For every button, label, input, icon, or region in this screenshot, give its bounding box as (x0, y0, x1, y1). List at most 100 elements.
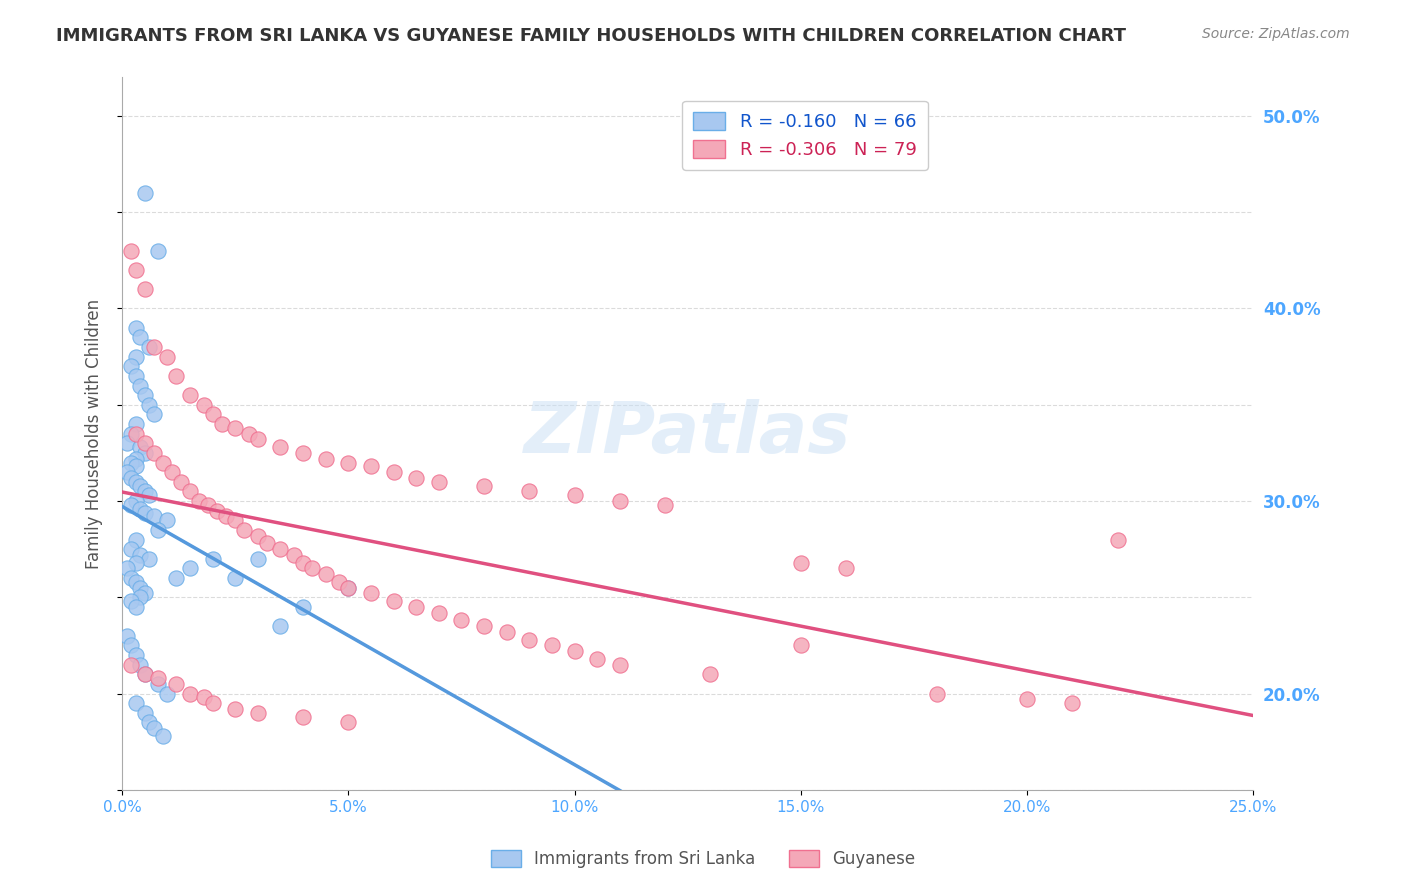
Point (148, 671, 170, 685)
Point (495, 624, 517, 639)
Point (129, 378, 152, 392)
Point (120, 594, 142, 608)
Point (124, 556, 146, 570)
Point (124, 426, 146, 441)
Point (142, 721, 165, 735)
Point (292, 446, 315, 460)
Point (269, 542, 291, 557)
Point (129, 591, 152, 605)
Point (215, 509, 238, 524)
Point (124, 263, 146, 277)
Point (197, 498, 219, 512)
Point (564, 644, 586, 658)
Point (472, 619, 495, 633)
Point (156, 513, 179, 527)
Point (211, 417, 233, 431)
Point (138, 340, 160, 354)
Point (201, 551, 224, 566)
Point (517, 484, 540, 499)
Point (134, 506, 156, 520)
Point (790, 639, 813, 653)
Point (124, 350, 146, 364)
Point (138, 488, 160, 502)
Point (1062, 696, 1084, 710)
Point (134, 484, 156, 499)
Point (337, 715, 360, 730)
Point (337, 581, 360, 595)
Point (292, 599, 315, 614)
Point (450, 614, 472, 628)
Point (337, 456, 360, 470)
Point (405, 471, 427, 485)
Point (124, 696, 146, 710)
Point (129, 657, 152, 672)
Point (134, 282, 156, 296)
Text: Source: ZipAtlas.com: Source: ZipAtlas.com (1202, 27, 1350, 41)
Point (129, 548, 152, 562)
Y-axis label: Family Households with Children: Family Households with Children (86, 299, 103, 569)
Point (120, 657, 142, 672)
Point (170, 475, 193, 489)
Point (115, 436, 138, 450)
Point (233, 523, 256, 537)
Point (224, 571, 246, 585)
Point (382, 594, 405, 608)
Point (142, 509, 165, 524)
Point (120, 426, 142, 441)
Point (138, 715, 160, 730)
Point (382, 465, 405, 479)
Point (120, 244, 142, 258)
Text: ZIPatlas: ZIPatlas (524, 399, 852, 468)
Point (134, 667, 156, 681)
Point (179, 687, 201, 701)
Point (142, 408, 165, 422)
Point (134, 706, 156, 720)
Point (148, 677, 170, 691)
Point (699, 667, 721, 681)
Point (1107, 533, 1129, 547)
Point (564, 488, 586, 502)
Point (283, 548, 305, 562)
Point (129, 501, 152, 516)
Point (224, 513, 246, 527)
Point (124, 574, 146, 589)
Point (193, 398, 215, 412)
Point (124, 320, 146, 334)
Point (193, 690, 215, 705)
Point (337, 581, 360, 595)
Point (201, 408, 224, 422)
Point (120, 359, 142, 374)
Point (124, 599, 146, 614)
Point (472, 478, 495, 492)
Point (124, 459, 146, 474)
Point (315, 567, 337, 582)
Point (115, 561, 138, 575)
Point (129, 440, 152, 454)
Point (246, 706, 269, 720)
Point (124, 451, 146, 466)
Point (142, 340, 165, 354)
Point (134, 446, 156, 460)
Point (360, 586, 382, 600)
Point (165, 571, 187, 585)
Point (129, 478, 152, 492)
Point (124, 475, 146, 489)
Point (609, 494, 631, 508)
Text: IMMIGRANTS FROM SRI LANKA VS GUYANESE FAMILY HOUSEHOLDS WITH CHILDREN CORRELATIO: IMMIGRANTS FROM SRI LANKA VS GUYANESE FA… (56, 27, 1126, 45)
Point (138, 398, 160, 412)
Point (129, 581, 152, 595)
Point (201, 696, 224, 710)
Point (292, 556, 315, 570)
Point (360, 459, 382, 474)
Point (835, 561, 858, 575)
Point (120, 471, 142, 485)
Point (246, 551, 269, 566)
Point (134, 388, 156, 402)
Point (124, 648, 146, 662)
Point (152, 729, 174, 743)
Point (120, 498, 142, 512)
Point (124, 533, 146, 547)
Point (427, 606, 450, 620)
Point (120, 542, 142, 557)
Point (156, 350, 179, 364)
